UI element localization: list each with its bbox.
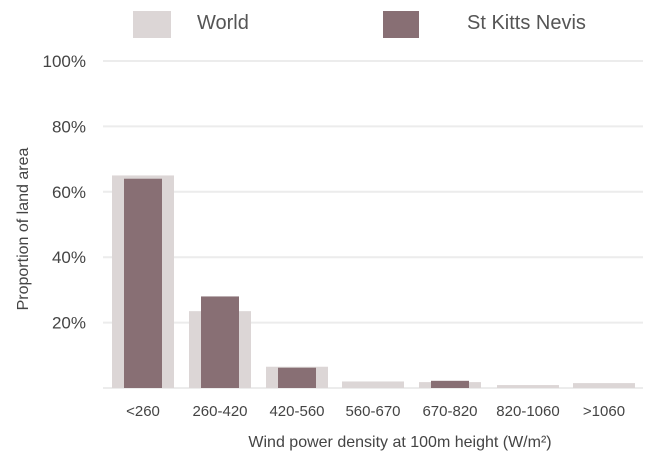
x-category-label: 670-820 [422,403,477,420]
bar-st-kitts-nevis [278,367,316,388]
x-category-label: >1060 [583,403,625,420]
x-category-label: 560-670 [345,403,400,420]
y-tick-label: 40% [52,248,86,267]
y-axis-title: Proportion of land area [15,148,32,311]
legend-swatch-st-kitts-nevis [383,11,419,38]
y-tick-label: 60% [52,183,86,202]
bar-world [342,381,404,388]
bar-world [497,385,559,388]
bar-world [573,383,635,388]
x-axis-title: Wind power density at 100m height (W/m²) [248,434,551,451]
x-category-label: 820-1060 [496,403,559,420]
y-tick-label: 100% [43,52,86,71]
x-category-labels: <260 260-420 420-560 560-670 670-820 820-1060… [126,403,625,420]
bar-st-kitts-nevis [431,380,469,388]
legend-swatch-world [133,11,171,38]
x-category-label: 260-420 [192,403,247,420]
grid-lines [103,60,643,389]
bar-st-kitts-nevis [124,178,162,388]
y-tick-label: 80% [52,117,86,136]
legend-label-st-kitts-nevis: St Kitts Nevis [467,12,586,34]
legend: World St Kitts Nevis [133,11,586,38]
x-category-label: <260 [126,403,160,420]
bars [112,175,635,388]
bar-st-kitts-nevis [201,296,239,388]
y-tick-labels: 100% 80% 60% 40% 20% [43,52,86,333]
x-category-label: 420-560 [269,403,324,420]
y-tick-label: 20% [52,314,86,333]
legend-label-world: World [197,12,249,34]
